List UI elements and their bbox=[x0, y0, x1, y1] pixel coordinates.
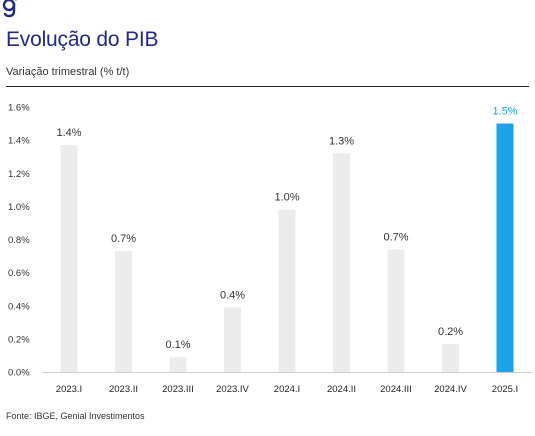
x-tick-label: 2024.II bbox=[327, 384, 356, 395]
data-label: 0.2% bbox=[438, 326, 463, 338]
y-tick-label: 1.6% bbox=[8, 103, 30, 114]
y-tick-label: 1.4% bbox=[8, 136, 30, 147]
x-tick-label: 2023.II bbox=[109, 384, 138, 395]
bar bbox=[333, 153, 350, 372]
source-note: Fonte: IBGE, Genial Investimentos bbox=[6, 411, 145, 421]
x-tick-label: 2024.I bbox=[274, 384, 300, 395]
x-tick-label: 2024.IV bbox=[434, 384, 467, 395]
bar bbox=[278, 209, 296, 372]
x-tick-label: 2023.III bbox=[162, 384, 194, 395]
data-label: 0.7% bbox=[111, 233, 136, 245]
data-label: 1.0% bbox=[274, 192, 299, 204]
bar-chart: 0.0% 0.2% 0.4% 0.6% 0.8% 1.0% 1.2% 1.4% 1.6% 1.4… bbox=[8, 103, 532, 395]
bar bbox=[442, 343, 459, 372]
data-label: 0.4% bbox=[220, 289, 245, 301]
bar bbox=[496, 123, 514, 372]
y-tick-label: 0.0% bbox=[8, 368, 30, 379]
x-tick-label: 2023.I bbox=[56, 384, 82, 395]
bar bbox=[115, 251, 132, 372]
x-tick-label: 2024.III bbox=[380, 384, 412, 395]
data-label: 0.1% bbox=[165, 339, 190, 351]
y-tick-label: 0.8% bbox=[8, 235, 30, 246]
x-tick-label: 2023.IV bbox=[216, 384, 249, 395]
y-tick-label: 0.2% bbox=[8, 334, 30, 345]
x-axis: 2023.I 2023.II 2023.III 2023.IV 2024.I 2024.I… bbox=[42, 372, 532, 395]
data-label: 0.7% bbox=[383, 231, 408, 243]
page-title: Evolução do PIB bbox=[6, 28, 159, 51]
y-tick-label: 0.4% bbox=[8, 301, 30, 312]
bars-group bbox=[60, 123, 514, 372]
y-tick-label: 1.2% bbox=[8, 169, 30, 180]
data-label: 1.5% bbox=[492, 106, 517, 118]
x-tick-label: 2025.I bbox=[492, 384, 518, 395]
brand-logo-icon bbox=[2, 0, 20, 23]
bar bbox=[387, 249, 405, 372]
data-label: 1.4% bbox=[56, 127, 81, 139]
bar bbox=[224, 307, 241, 372]
value-labels-group: 1.4% 0.7% 0.1% 0.4% 1.0% 1.3% 0.7% 0.2% 1.5% bbox=[56, 106, 517, 352]
bar bbox=[169, 357, 187, 372]
data-label: 1.3% bbox=[329, 135, 354, 147]
y-axis: 0.0% 0.2% 0.4% 0.6% 0.8% 1.0% 1.2% 1.4% 1.6% bbox=[8, 103, 30, 379]
header-divider bbox=[6, 86, 529, 87]
y-tick-label: 0.6% bbox=[8, 268, 30, 279]
bar bbox=[60, 145, 78, 372]
y-tick-label: 1.0% bbox=[8, 202, 30, 213]
chart-subtitle: Variação trimestral (% t/t) bbox=[6, 66, 130, 78]
